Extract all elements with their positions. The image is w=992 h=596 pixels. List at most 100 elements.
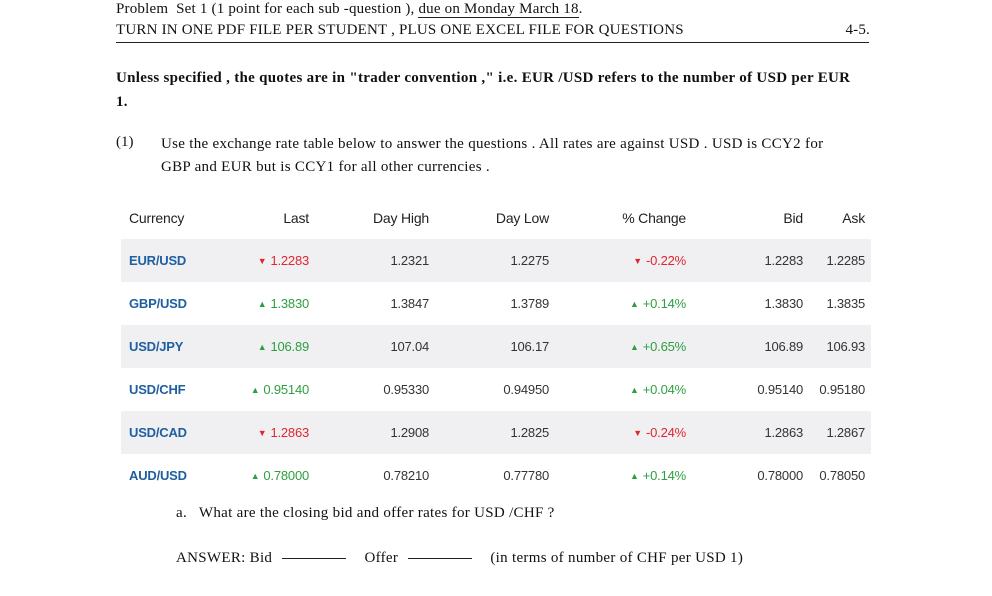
down-arrow-icon: ▼	[257, 256, 267, 266]
up-arrow-icon: ▲	[630, 471, 639, 481]
sub-question-a-text: What are the closing bid and offer rates…	[198, 505, 555, 521]
change-cell: ▼ -0.22%	[557, 239, 696, 282]
bid-value: 0.78000	[696, 454, 809, 497]
up-arrow-icon: ▲	[250, 471, 260, 481]
exchange-rate-table: Currency Last Day High Day Low % Change …	[121, 197, 871, 497]
answer-suffix: (in terms of number of CHF per USD 1)	[490, 550, 744, 566]
header-ask: Ask	[842, 210, 865, 226]
header-problem: Problem	[116, 1, 169, 17]
header-set: Set 1 (1 point for each sub -question ),	[176, 1, 415, 17]
change-cell: ▲ +0.65%	[557, 325, 696, 368]
change-cell: ▲ +0.04%	[557, 368, 696, 411]
header-bid: Bid	[783, 210, 803, 226]
day-high-value: 0.78210	[313, 454, 433, 497]
question-1-number: (1)	[116, 134, 134, 150]
change-cell: ▲ +0.14%	[557, 282, 696, 325]
change-value: +0.04%	[642, 382, 686, 397]
bid-value: 1.3830	[696, 282, 809, 325]
last-cell: ▲ 0.95140	[220, 368, 313, 411]
ask-value: 0.95180	[809, 368, 871, 411]
header-questions-range: 4-5.	[845, 22, 870, 38]
day-low-value: 0.77780	[433, 454, 557, 497]
offer-label: Offer	[364, 550, 399, 566]
header-change: % Change	[622, 210, 686, 226]
bid-value: 106.89	[696, 325, 809, 368]
bid-value: 1.2283	[696, 239, 809, 282]
ask-value: 0.78050	[809, 454, 871, 497]
day-high-value: 0.95330	[313, 368, 433, 411]
bid-value: 0.95140	[696, 368, 809, 411]
bid-answer-blank[interactable]	[282, 558, 347, 559]
change-value: +0.14%	[642, 468, 686, 483]
header-rule	[116, 42, 869, 43]
table-row: EUR/USD ▼ 1.2283 1.2321 1.2275 ▼ -0.22% 1.2283 1…	[121, 239, 871, 282]
up-arrow-icon: ▲	[257, 299, 267, 309]
sub-question-a-label: a.	[176, 505, 188, 521]
bid-value: 1.2863	[696, 411, 809, 454]
day-low-value: 106.17	[433, 325, 557, 368]
header-last: Last	[283, 210, 309, 226]
table-row: USD/JPY ▲ 106.89 107.04 106.17 ▲ +0.65% 106.89 1…	[121, 325, 871, 368]
last-value: 1.3830	[270, 296, 309, 311]
down-arrow-icon: ▼	[633, 256, 642, 266]
header-turn-in: TURN IN ONE PDF FILE PER STUDENT , PLUS …	[116, 22, 684, 38]
currency-pair: USD/CHF	[121, 368, 220, 411]
table-row: USD/CAD ▼ 1.2863 1.2908 1.2825 ▼ -0.24% 1.2863 1…	[121, 411, 871, 454]
ask-value: 106.93	[809, 325, 871, 368]
up-arrow-icon: ▲	[630, 385, 639, 395]
down-arrow-icon: ▼	[633, 428, 642, 438]
offer-answer-blank[interactable]	[408, 558, 473, 559]
header-line-2: TURN IN ONE PDF FILE PER STUDENT , PLUS …	[116, 22, 870, 39]
currency-pair: EUR/USD	[121, 239, 220, 282]
currency-pair: GBP/USD	[121, 282, 220, 325]
currency-pair: AUD/USD	[121, 454, 220, 497]
question-1-text: Use the exchange rate table below to ans…	[161, 136, 824, 175]
day-low-value: 0.94950	[433, 368, 557, 411]
table-row: AUD/USD ▲ 0.78000 0.78210 0.77780 ▲ +0.14% 0.78…	[121, 454, 871, 497]
answer-prefix: ANSWER: Bid	[176, 550, 273, 566]
day-high-value: 1.3847	[313, 282, 433, 325]
table-row: USD/CHF ▲ 0.95140 0.95330 0.94950 ▲ +0.04% 0.95…	[121, 368, 871, 411]
last-cell: ▼ 1.2863	[220, 411, 313, 454]
currency-pair: USD/JPY	[121, 325, 220, 368]
down-arrow-icon: ▼	[257, 428, 267, 438]
change-value: +0.14%	[642, 296, 686, 311]
convention-note: Unless specified , the quotes are in "tr…	[116, 70, 851, 110]
change-value: -0.24%	[646, 425, 686, 440]
last-value: 0.95140	[263, 382, 309, 397]
last-cell: ▲ 106.89	[220, 325, 313, 368]
header-currency: Currency	[129, 210, 185, 226]
header-day-low: Day Low	[495, 210, 549, 226]
day-low-value: 1.2275	[433, 239, 557, 282]
change-value: -0.22%	[646, 253, 686, 268]
header-line-1: Problem Set 1 (1 point for each sub -que…	[116, 1, 583, 18]
last-cell: ▼ 1.2283	[220, 239, 313, 282]
last-value: 1.2863	[270, 425, 309, 440]
last-cell: ▲ 0.78000	[220, 454, 313, 497]
last-value: 106.89	[270, 339, 309, 354]
up-arrow-icon: ▲	[250, 385, 260, 395]
day-low-value: 1.3789	[433, 282, 557, 325]
change-cell: ▲ +0.14%	[557, 454, 696, 497]
last-cell: ▲ 1.3830	[220, 282, 313, 325]
day-high-value: 1.2908	[313, 411, 433, 454]
ask-value: 1.2285	[809, 239, 871, 282]
header-due-date: due on Monday March 18	[418, 1, 579, 18]
change-value: +0.65%	[642, 339, 686, 354]
day-high-value: 1.2321	[313, 239, 433, 282]
up-arrow-icon: ▲	[630, 299, 639, 309]
ask-value: 1.2867	[809, 411, 871, 454]
answer-line: ANSWER: Bid Offer (in terms of number of…	[176, 550, 743, 567]
table-row: GBP/USD ▲ 1.3830 1.3847 1.3789 ▲ +0.14% 1.3830 1…	[121, 282, 871, 325]
day-high-value: 107.04	[313, 325, 433, 368]
header-day-high: Day High	[373, 210, 429, 226]
table-header-row: Currency Last Day High Day Low % Change …	[121, 197, 871, 239]
ask-value: 1.3835	[809, 282, 871, 325]
sub-question-a: a. What are the closing bid and offer ra…	[176, 505, 555, 522]
last-value: 1.2283	[270, 253, 309, 268]
up-arrow-icon: ▲	[257, 342, 267, 352]
up-arrow-icon: ▲	[630, 342, 639, 352]
day-low-value: 1.2825	[433, 411, 557, 454]
change-cell: ▼ -0.24%	[557, 411, 696, 454]
currency-pair: USD/CAD	[121, 411, 220, 454]
